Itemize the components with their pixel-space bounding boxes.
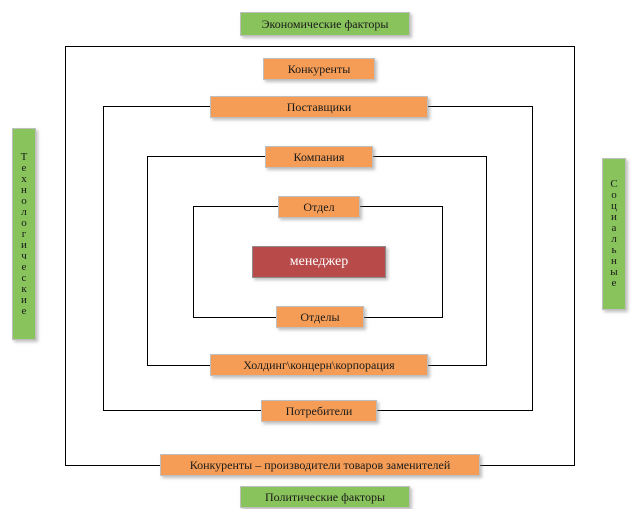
label-holding: Холдинг\концерн\корпорация <box>210 354 428 376</box>
label-political-factors: Политические факторы <box>240 486 410 508</box>
label-consumers: Потребители <box>261 400 377 422</box>
diagram-stage: Экономические факторы Политические факто… <box>0 0 638 509</box>
label-competitors: Конкуренты <box>263 58 375 80</box>
label-economic-factors: Экономические факторы <box>240 12 410 36</box>
label-company: Компания <box>265 146 373 168</box>
label-suppliers: Поставщики <box>210 96 428 118</box>
label-technological: Технологические <box>12 128 36 340</box>
label-social: Социальные <box>602 158 626 310</box>
label-department: Отдел <box>278 196 360 218</box>
label-substitute-producers: Конкуренты – производители товаров замен… <box>160 454 480 476</box>
label-manager-center: менеджер <box>252 246 386 278</box>
label-departments: Отделы <box>276 306 364 328</box>
